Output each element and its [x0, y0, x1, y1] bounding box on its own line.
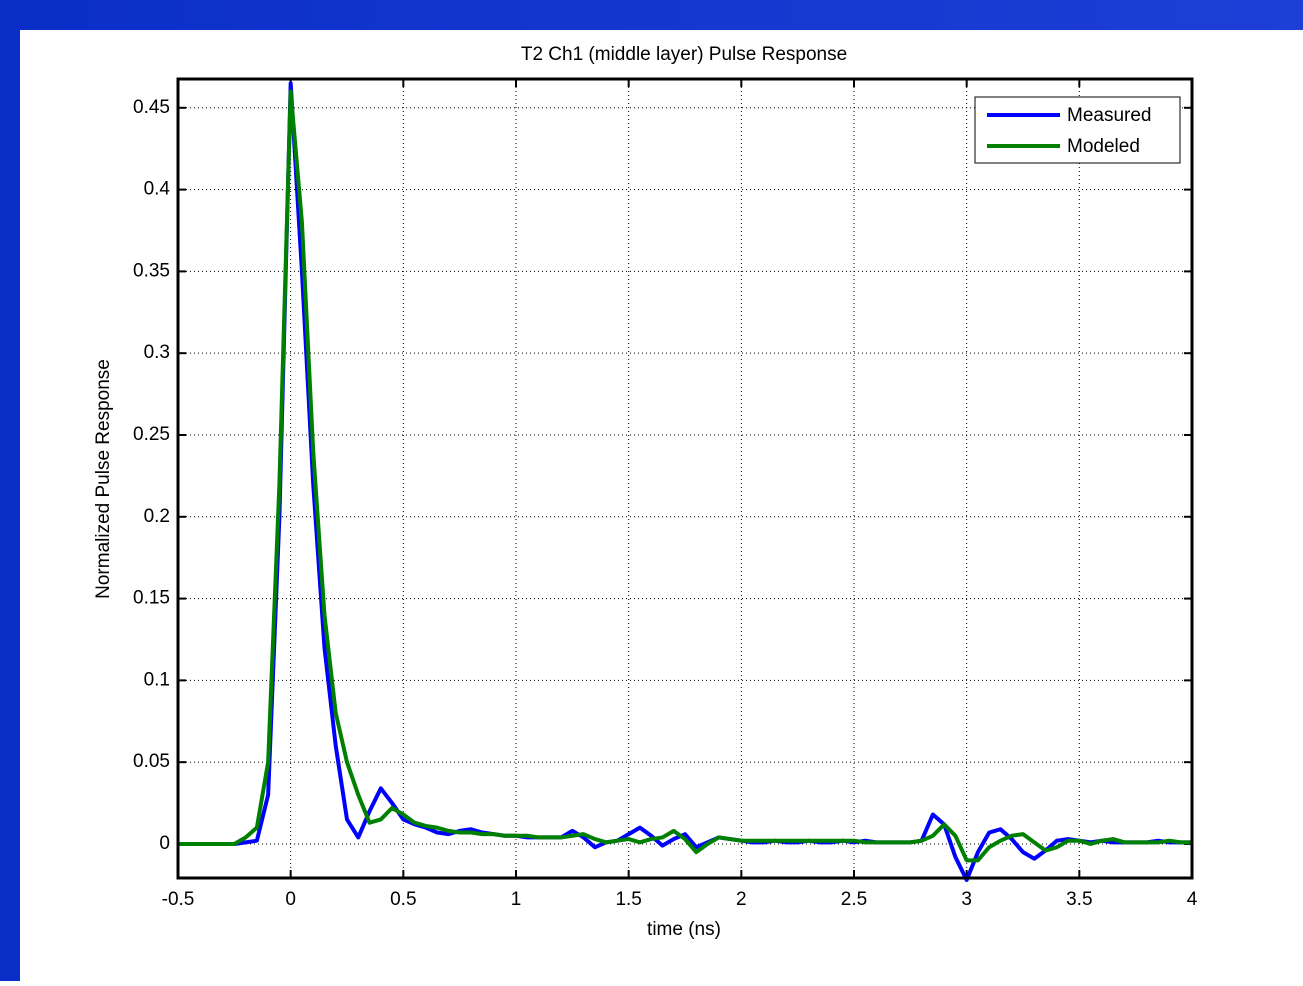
x-tick-label: -0.5 [162, 889, 195, 910]
x-tick-label: 1.5 [615, 889, 641, 910]
y-tick-label: 0.1 [144, 669, 170, 690]
x-tick-label: 2 [736, 889, 747, 910]
x-tick-label: 0.5 [390, 889, 416, 910]
x-tick-label: 1 [511, 889, 522, 910]
x-axis-label: time (ns) [647, 919, 721, 940]
y-tick-label: 0.05 [133, 751, 170, 772]
legend-label: Modeled [1067, 136, 1140, 157]
y-axis-label: Normalized Pulse Response [93, 359, 114, 599]
slide-band [0, 0, 1303, 30]
data-line [178, 81, 1192, 882]
plot-frame [176, 77, 1194, 880]
slide-edge [0, 0, 20, 981]
x-tick-label: 3 [961, 889, 972, 910]
y-tick-label: 0.25 [133, 424, 170, 445]
x-tick-label: 3.5 [1066, 889, 1092, 910]
data-line [178, 89, 1192, 863]
legend-label: Measured [1067, 105, 1152, 126]
y-tick-label: 0 [159, 833, 170, 854]
x-tick-label: 2.5 [841, 889, 867, 910]
chart-title: T2 Ch1 (middle layer) Pulse Response [521, 44, 847, 65]
legend-box [974, 96, 1181, 164]
y-tick-label: 0.3 [144, 342, 170, 363]
y-tick-label: 0.45 [133, 97, 170, 118]
y-tick-label: 0.4 [144, 179, 171, 200]
y-tick-label: 0.2 [144, 506, 170, 527]
x-tick-label: 0 [285, 889, 296, 910]
y-tick-label: 0.15 [133, 588, 170, 609]
y-tick-label: 0.35 [133, 260, 170, 281]
x-tick-label: 4 [1187, 889, 1198, 910]
